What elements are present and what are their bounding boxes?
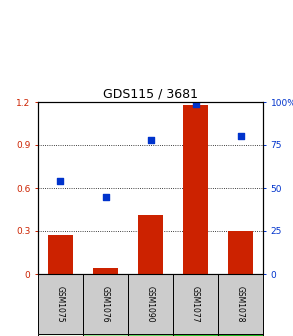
- Point: [148, 137, 153, 142]
- Bar: [138, 215, 163, 274]
- Text: GSM1090: GSM1090: [146, 286, 155, 322]
- Bar: [228, 231, 253, 274]
- Bar: [48, 235, 73, 274]
- Text: GSM1078: GSM1078: [236, 286, 245, 322]
- Text: GSM1075: GSM1075: [56, 286, 65, 322]
- Bar: [83, 274, 128, 334]
- Point: [238, 134, 243, 139]
- Bar: [218, 334, 263, 336]
- Bar: [183, 105, 208, 274]
- Title: GDS115 / 3681: GDS115 / 3681: [103, 88, 198, 101]
- Bar: [173, 274, 218, 334]
- Bar: [173, 334, 218, 336]
- Text: GSM1076: GSM1076: [101, 286, 110, 322]
- Point: [58, 178, 63, 184]
- Point: [103, 194, 108, 199]
- Point: [193, 101, 198, 107]
- Bar: [93, 268, 118, 274]
- Bar: [38, 334, 83, 336]
- Bar: [128, 334, 173, 336]
- Text: GSM1077: GSM1077: [191, 286, 200, 322]
- Bar: [218, 274, 263, 334]
- Bar: [38, 274, 83, 334]
- Bar: [83, 334, 128, 336]
- Bar: [128, 274, 173, 334]
